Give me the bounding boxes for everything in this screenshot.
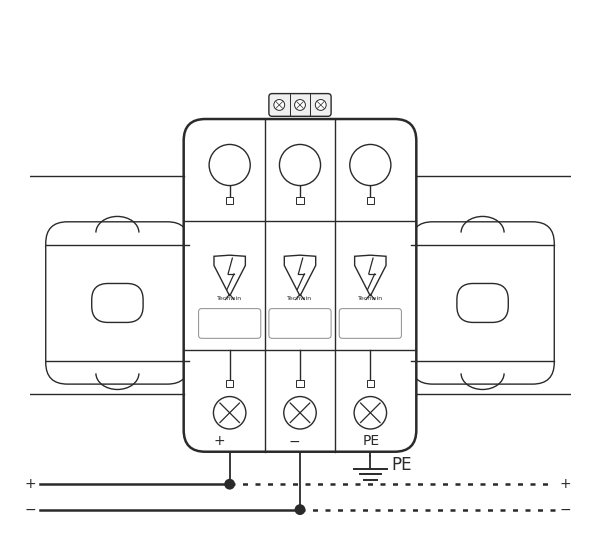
Bar [226,197,233,204]
Circle shape [274,100,284,110]
Text: Techwin: Techwin [287,296,313,301]
FancyBboxPatch shape [92,283,143,322]
Bar [226,380,233,387]
FancyBboxPatch shape [269,308,331,338]
FancyBboxPatch shape [457,283,508,322]
FancyBboxPatch shape [339,308,401,338]
Circle shape [316,100,326,110]
FancyBboxPatch shape [46,222,189,384]
Circle shape [214,397,246,429]
Circle shape [209,144,250,186]
Text: −: − [560,503,571,517]
Text: +: + [560,477,571,491]
Circle shape [224,479,235,490]
Text: Techwin: Techwin [358,296,383,301]
Bar [367,197,374,204]
Polygon shape [284,255,316,296]
Circle shape [354,397,386,429]
Text: Techwin: Techwin [217,296,242,301]
Text: −: − [288,434,300,448]
Bar [296,197,304,204]
Text: +: + [25,477,36,491]
FancyBboxPatch shape [411,222,554,384]
Bar [296,380,304,387]
FancyBboxPatch shape [184,119,416,452]
Text: +: + [214,434,225,448]
Circle shape [284,397,316,429]
Polygon shape [214,255,245,296]
Circle shape [295,504,305,515]
Polygon shape [355,255,386,296]
Bar [367,380,374,387]
Circle shape [280,144,320,186]
Circle shape [295,100,305,110]
Text: PE: PE [391,456,412,474]
Circle shape [350,144,391,186]
Text: −: − [25,503,36,517]
FancyBboxPatch shape [199,308,261,338]
Text: PE: PE [363,434,380,448]
FancyBboxPatch shape [269,94,331,116]
